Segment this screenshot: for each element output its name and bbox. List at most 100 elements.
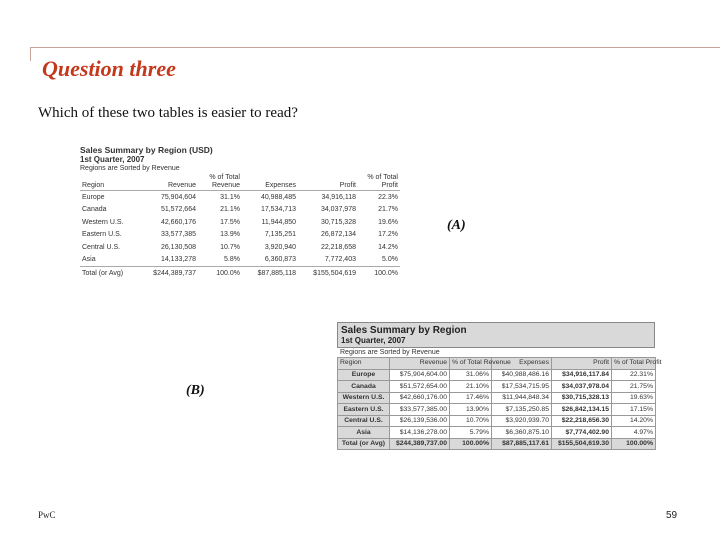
row: Eastern U.S. 33,577,385 13.9% 7,135,251 26,8… — [80, 229, 400, 242]
table-a: Sales Summary by Region (USD) 1st Quarter… — [80, 145, 400, 280]
cell: Total (or Avg) — [80, 266, 142, 280]
cell: $11,944,848.34 — [491, 391, 552, 404]
row: Total (or Avg) $244,389,737 100.0% $87,885,… — [80, 266, 400, 280]
cell: 17.15% — [611, 403, 656, 416]
row: Europe $75,904,604.00 31.06% $40,988,486.16… — [337, 368, 656, 381]
cell: 51,572,664 — [160, 206, 196, 214]
cell: 31.06% — [449, 368, 492, 381]
cell: Asia — [82, 256, 96, 264]
cell: 13.9% — [220, 231, 240, 239]
table-heading: Sales Summary by Region 1st Quarter, 2007 — [337, 322, 655, 348]
cell: $26,139,536.00 — [389, 414, 450, 427]
row: Eastern U.S. $33,577,385.00 13.90% $7,135,2… — [337, 403, 656, 416]
header-row: Region Revenue% of Total Revenue Expenses P… — [80, 174, 400, 191]
cell: 17.5% — [220, 218, 240, 226]
title: Question three — [42, 56, 176, 81]
cell: $51,572,654.00 — [389, 380, 450, 393]
cell: 6,360,873 — [264, 256, 296, 264]
cell: 13.90% — [449, 403, 492, 416]
table-label: (A) — [447, 218, 466, 233]
page-number: 59 — [666, 510, 678, 521]
cell: 34,037,978 — [320, 206, 356, 214]
cell: Western U.S. — [82, 218, 124, 226]
cell: $26,842,134.15 — [551, 403, 612, 416]
cell: $22,218,656.30 — [551, 414, 612, 427]
cell: $75,904,604.00 — [389, 368, 450, 381]
cell: Asia — [337, 426, 390, 439]
cell: 14.20% — [611, 414, 656, 427]
cell: $7,135,250.85 — [491, 403, 552, 416]
cell: 100.00% — [611, 437, 656, 450]
table-label: (B) — [186, 383, 205, 398]
column-header: % of Total Revenue — [198, 174, 242, 191]
row: Europe 75,904,604 31.1% 40,988,485 34,916,11… — [80, 191, 400, 204]
column-header: Revenue — [142, 174, 198, 191]
cell: 4.97% — [611, 426, 656, 439]
cell: $30,715,328.13 — [551, 391, 612, 404]
header-row: Region Revenue% of Total Revenue Expenses P… — [337, 357, 661, 370]
cell: Canada — [337, 380, 390, 393]
cell: 22,218,658 — [320, 243, 356, 251]
table-subtitle: 1st Quarter, 2007 — [341, 336, 406, 345]
cell: 17.46% — [449, 391, 492, 404]
cell: 10.7% — [220, 243, 240, 251]
row: Asia $14,136,278.00 5.79% $6,360,875.10 $7,7… — [337, 426, 656, 439]
cell: 100.0% — [358, 266, 400, 280]
cell: 34,916,118 — [321, 193, 356, 201]
cell: $33,577,385.00 — [389, 403, 450, 416]
cell: Europe — [337, 368, 390, 381]
cell: 17.2% — [378, 231, 398, 239]
cell: 21.1% — [220, 206, 240, 214]
cell: 10.70% — [449, 414, 492, 427]
table-note: Regions are Sorted by Revenue — [340, 349, 440, 356]
cell: 26,130,508 — [160, 243, 196, 251]
cell: 100.0% — [198, 266, 242, 280]
table-b: Sales Summary by Region 1st Quarter, 2007… — [337, 322, 661, 450]
rule — [30, 47, 720, 48]
cell: $244,389,737 — [142, 266, 198, 280]
cell: 26,872,134 — [320, 231, 356, 239]
cell: Central U.S. — [82, 243, 121, 251]
table: Region Revenue% of Total Revenue Expenses P… — [80, 174, 400, 280]
row: Total (or Avg) $244,389,737.00 100.00% $87,… — [337, 437, 656, 450]
cell: 19.6% — [378, 218, 398, 226]
cell: 7,772,403 — [324, 256, 356, 264]
cell: 21.75% — [611, 380, 656, 393]
cell: Total (or Avg) — [337, 437, 390, 450]
column-header: % of Total Profit — [611, 357, 661, 370]
row: Canada $51,572,654.00 21.10% $17,534,715.95… — [337, 380, 656, 393]
cell: 42,660,176 — [160, 218, 196, 226]
column-header: Expenses — [242, 174, 298, 191]
table-note: Regions are Sorted by Revenue — [80, 165, 180, 172]
cell: 5.79% — [449, 426, 492, 439]
cell: 19.63% — [611, 391, 656, 404]
cell: 14.2% — [378, 243, 398, 251]
cell: 7,135,251 — [264, 231, 296, 239]
cell: $87,885,118 — [242, 266, 298, 280]
cell: 17,534,713 — [260, 206, 296, 214]
cell: $40,988,486.16 — [491, 368, 552, 381]
cell: Canada — [82, 206, 107, 214]
column-header: Revenue — [389, 357, 450, 370]
brand: PwC — [38, 510, 56, 520]
row: Central U.S. $26,139,536.00 10.70% $3,920,9… — [337, 414, 656, 427]
cell: $244,389,737.00 — [389, 437, 450, 450]
cell: 33,577,385 — [160, 231, 196, 239]
table-subtitle: 1st Quarter, 2007 — [80, 155, 145, 164]
cell: Eastern U.S. — [82, 231, 122, 239]
cell: 14,133,278 — [160, 256, 196, 264]
column-header: % of Total Revenue — [449, 357, 511, 370]
cell: 21.10% — [449, 380, 492, 393]
cell: $87,885,117.61 — [491, 437, 552, 450]
cell: 11,944,850 — [261, 218, 296, 226]
cell: $155,504,619 — [298, 266, 358, 280]
cell: $17,534,715.95 — [491, 380, 552, 393]
cell: $34,037,978.04 — [551, 380, 612, 393]
cell: Eastern U.S. — [337, 403, 390, 416]
cell: $42,660,176.00 — [389, 391, 450, 404]
cell: $3,920,939.70 — [491, 414, 552, 427]
row: Western U.S. 42,660,176 17.5% 11,944,850 30,… — [80, 216, 400, 229]
cell: 22.3% — [378, 193, 398, 201]
cell: 31.1% — [220, 193, 240, 201]
